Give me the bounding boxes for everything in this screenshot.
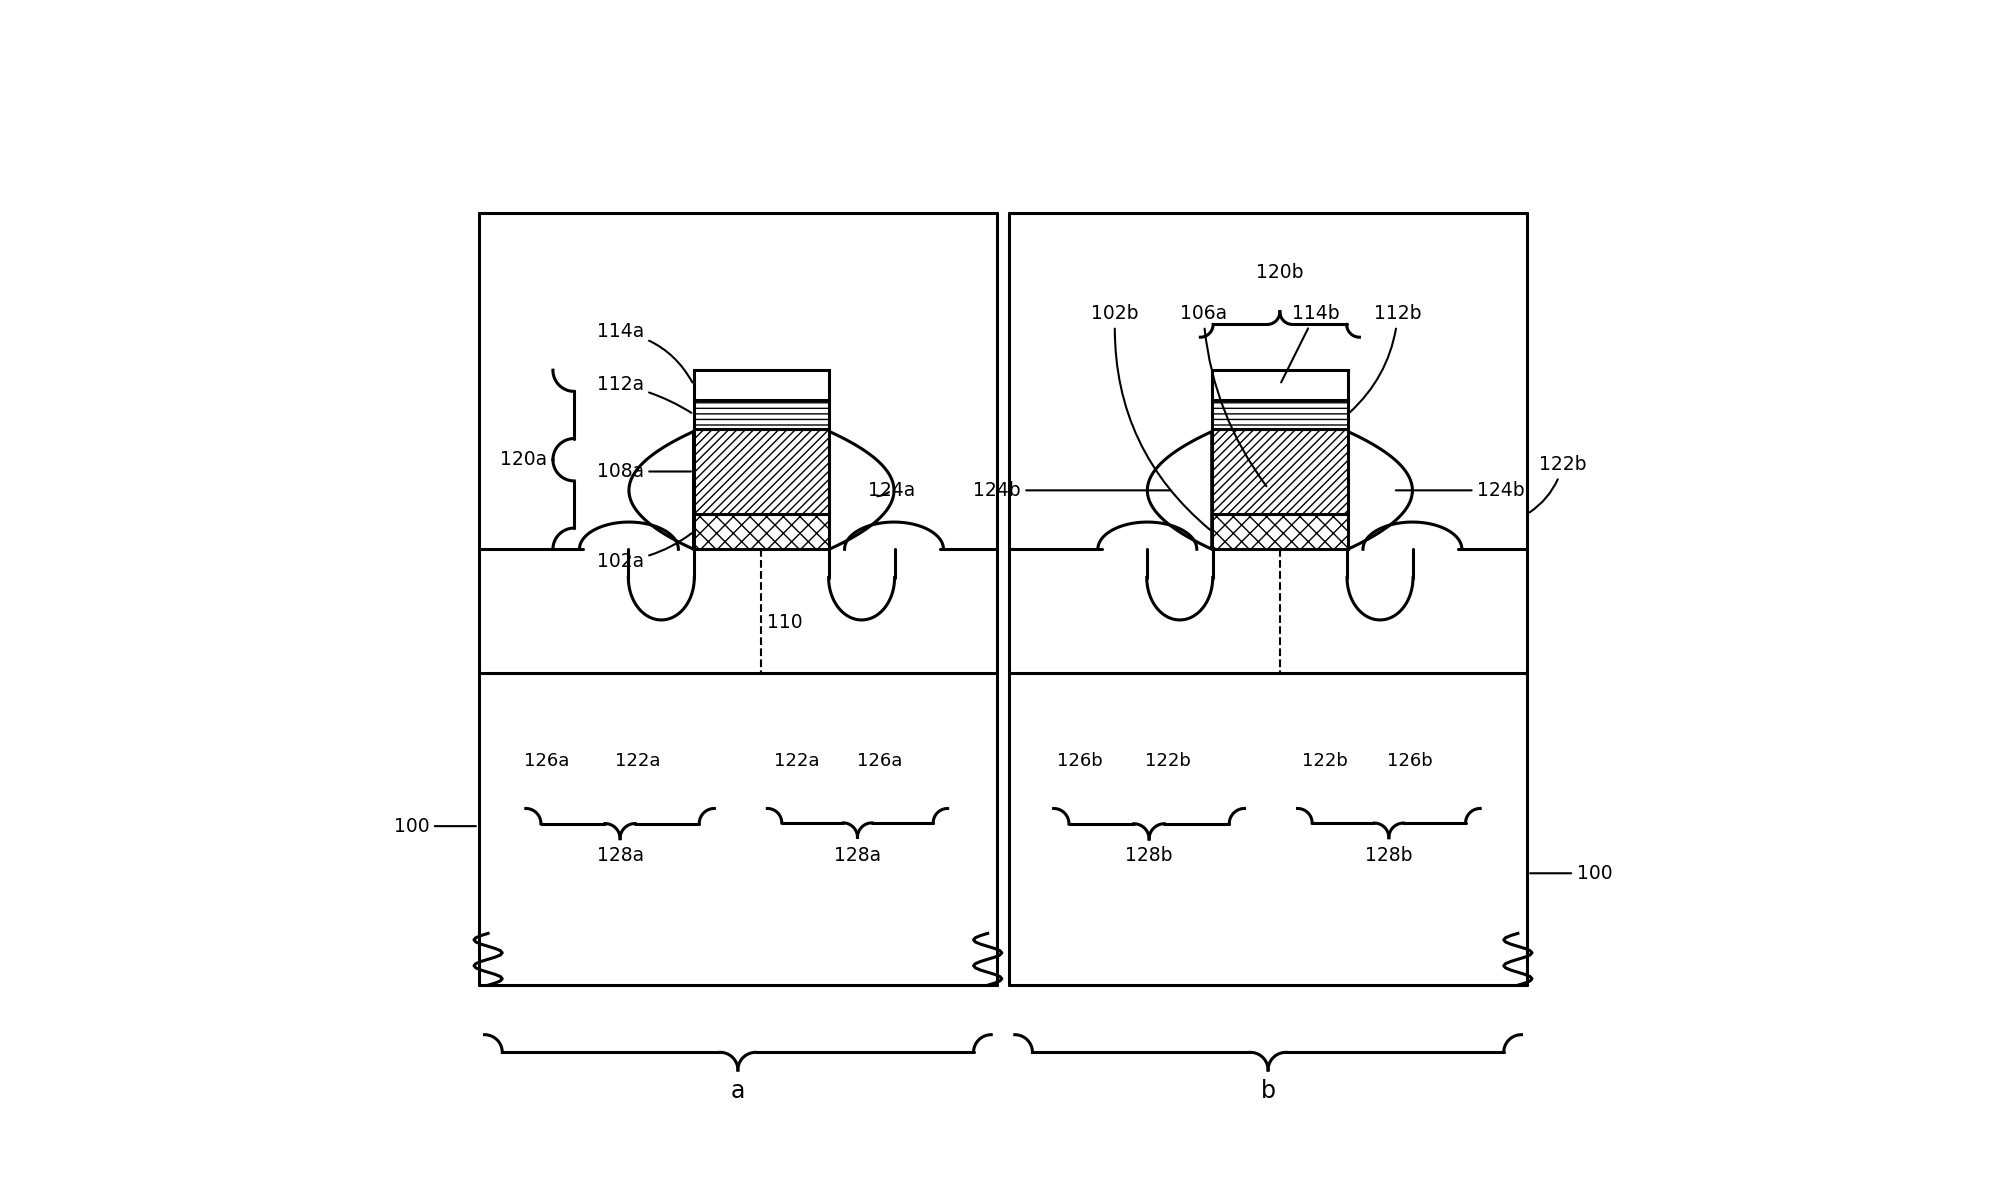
Text: 112a: 112a [595, 376, 692, 413]
Polygon shape [1147, 431, 1211, 549]
Bar [1211, 370, 1347, 399]
Text: 120b: 120b [1255, 263, 1303, 282]
Text: 122b: 122b [1301, 752, 1347, 770]
Text: 124b: 124b [972, 481, 1169, 500]
Text: 120a: 120a [499, 450, 547, 469]
Text: 126a: 126a [523, 752, 569, 770]
Text: 106a: 106a [1179, 305, 1265, 487]
Text: 114b: 114b [1281, 305, 1339, 383]
Polygon shape [630, 431, 694, 549]
Text: a: a [730, 1079, 744, 1103]
Text: b: b [1259, 1079, 1275, 1103]
Text: 126a: 126a [856, 752, 902, 770]
Bar [1211, 399, 1347, 429]
Bar [1211, 429, 1347, 514]
Text: 100: 100 [1530, 863, 1612, 882]
Text: 114a: 114a [595, 322, 692, 383]
Text: 102b: 102b [1091, 305, 1209, 530]
Text: 126b: 126b [1385, 752, 1432, 770]
Text: 128b: 128b [1125, 846, 1173, 866]
Text: 110: 110 [768, 613, 802, 632]
Text: 108a: 108a [595, 462, 690, 481]
Text: 122a: 122a [616, 752, 660, 770]
Text: 128a: 128a [834, 846, 880, 866]
Text: 124b: 124b [1395, 481, 1524, 500]
Bar [694, 429, 828, 514]
Text: 128b: 128b [1365, 846, 1412, 866]
Polygon shape [828, 431, 894, 549]
Text: 100: 100 [393, 816, 475, 836]
Text: 122a: 122a [774, 752, 820, 770]
Text: 122b: 122b [1145, 752, 1191, 770]
Text: 124a: 124a [866, 481, 914, 500]
Bar [694, 399, 828, 429]
Text: 122b: 122b [1530, 455, 1586, 513]
Text: 102a: 102a [595, 534, 692, 570]
Text: 128a: 128a [595, 846, 644, 866]
Bar [694, 514, 828, 549]
Bar [694, 370, 828, 399]
Bar [1211, 514, 1347, 549]
Text: 126b: 126b [1057, 752, 1103, 770]
Polygon shape [1347, 431, 1412, 549]
Text: 112b: 112b [1349, 305, 1422, 412]
